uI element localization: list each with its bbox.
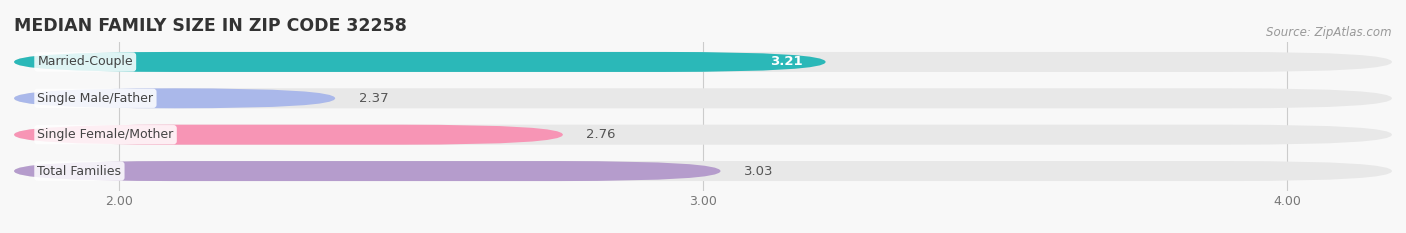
FancyBboxPatch shape bbox=[14, 52, 1392, 72]
FancyBboxPatch shape bbox=[14, 125, 1392, 145]
Text: 2.37: 2.37 bbox=[359, 92, 388, 105]
FancyBboxPatch shape bbox=[14, 88, 1392, 108]
Text: Source: ZipAtlas.com: Source: ZipAtlas.com bbox=[1267, 26, 1392, 39]
FancyBboxPatch shape bbox=[14, 125, 562, 145]
FancyBboxPatch shape bbox=[14, 161, 720, 181]
Text: MEDIAN FAMILY SIZE IN ZIP CODE 32258: MEDIAN FAMILY SIZE IN ZIP CODE 32258 bbox=[14, 17, 406, 35]
Text: Single Female/Mother: Single Female/Mother bbox=[38, 128, 174, 141]
Text: 3.03: 3.03 bbox=[744, 164, 773, 178]
FancyBboxPatch shape bbox=[14, 88, 335, 108]
Text: 2.76: 2.76 bbox=[586, 128, 616, 141]
Text: Single Male/Father: Single Male/Father bbox=[38, 92, 153, 105]
Text: 3.21: 3.21 bbox=[769, 55, 803, 69]
Text: Married-Couple: Married-Couple bbox=[38, 55, 134, 69]
Text: Total Families: Total Families bbox=[38, 164, 121, 178]
FancyBboxPatch shape bbox=[14, 161, 1392, 181]
FancyBboxPatch shape bbox=[14, 52, 825, 72]
